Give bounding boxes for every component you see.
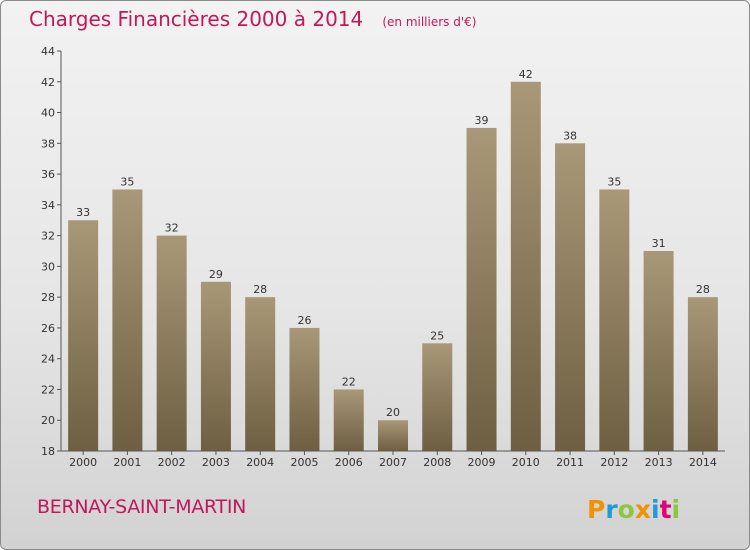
bar-2012: [599, 189, 630, 451]
x-tick-label-2012: 2012: [600, 456, 628, 469]
x-tick-label-2005: 2005: [290, 456, 318, 469]
proxiti-logo: Proxiti: [587, 495, 680, 524]
x-tick-label-2011: 2011: [556, 456, 584, 469]
value-label-2004: 28: [253, 283, 267, 296]
y-axis: 18 20 22 24 26 28 30 32 34 36 38 40 42 44: [41, 45, 62, 458]
value-label-2008: 25: [430, 329, 444, 342]
x-tick-label-2003: 2003: [202, 456, 230, 469]
bar-2005: [289, 327, 320, 451]
x-tick-label-2014: 2014: [689, 456, 717, 469]
bar-2006: [333, 389, 364, 451]
x-tick-label-2006: 2006: [335, 456, 363, 469]
bar-2013: [643, 251, 674, 451]
logo-letter: x: [635, 495, 651, 524]
y-tick-label: 36: [41, 168, 55, 181]
x-axis: 2000 2001 2002 2003 2004 2005 2006 2007 2008 2009…: [61, 450, 725, 469]
x-tick-label-2013: 2013: [645, 456, 673, 469]
value-label-2010: 42: [519, 68, 533, 81]
bar-2009: [466, 127, 497, 451]
y-tick-label: 32: [41, 230, 55, 243]
y-tick-label: 26: [41, 322, 55, 335]
y-tick-label: 40: [41, 107, 55, 120]
commune-name: BERNAY-SAINT-MARTIN: [37, 496, 247, 518]
y-tick-label: 30: [41, 260, 55, 273]
bar-2002: [156, 235, 187, 451]
value-label-2000: 33: [76, 206, 90, 219]
y-tick-label: 24: [41, 353, 55, 366]
value-label-2009: 39: [475, 114, 489, 127]
y-tick-label: 44: [41, 45, 55, 58]
value-label-2011: 38: [563, 129, 577, 142]
value-label-2003: 29: [209, 268, 223, 281]
value-label-2012: 35: [607, 175, 621, 188]
value-label-2002: 32: [165, 222, 179, 235]
y-tick-label: 28: [41, 291, 55, 304]
y-tick-label: 34: [41, 199, 55, 212]
x-tick-label-2010: 2010: [512, 456, 540, 469]
x-tick-label-2009: 2009: [468, 456, 496, 469]
x-tick-label-2004: 2004: [246, 456, 274, 469]
logo-letter: t: [660, 495, 672, 524]
bar-2008: [422, 343, 453, 451]
bar-2004: [245, 297, 276, 451]
value-label-2014: 28: [696, 283, 710, 296]
bar-2003: [200, 281, 231, 451]
x-tick-label-2000: 2000: [69, 456, 97, 469]
value-label-2005: 26: [297, 314, 311, 327]
logo-text: Proxiti: [587, 495, 680, 524]
logo-letter: i: [672, 495, 681, 524]
value-label-2007: 20: [386, 406, 400, 419]
y-tick-label: 22: [41, 383, 55, 396]
x-tick-label-2007: 2007: [379, 456, 407, 469]
bars: 33 35 32 29 28 26 22 20 25 39 42 38 35 31 28: [68, 68, 718, 452]
chart-unit: (en milliers d'€): [382, 15, 477, 29]
x-tick-label-2001: 2001: [113, 456, 141, 469]
y-tick-label: 42: [41, 76, 55, 89]
value-label-2013: 31: [652, 237, 666, 250]
logo-letter: i: [651, 495, 660, 524]
value-label-2001: 35: [120, 175, 134, 188]
chart-title: Charges Financières 2000 à 2014: [29, 7, 364, 31]
logo-letter: r: [605, 495, 618, 524]
y-tick-label: 20: [41, 414, 55, 427]
logo-letter: o: [618, 495, 635, 524]
bar-2014: [687, 297, 718, 451]
bar-2010: [510, 81, 541, 452]
bar-2011: [555, 143, 586, 452]
x-tick-label-2008: 2008: [423, 456, 451, 469]
bar-2007: [378, 420, 408, 451]
bar-2000: [68, 220, 99, 451]
bar-2001: [112, 189, 143, 451]
value-label-2006: 22: [342, 375, 356, 388]
logo-letter: P: [587, 495, 605, 524]
title-row: Charges Financières 2000 à 2014 (en mill…: [29, 7, 476, 31]
y-tick-label: 18: [41, 445, 55, 458]
y-tick-label: 38: [41, 137, 55, 150]
x-tick-label-2002: 2002: [158, 456, 186, 469]
